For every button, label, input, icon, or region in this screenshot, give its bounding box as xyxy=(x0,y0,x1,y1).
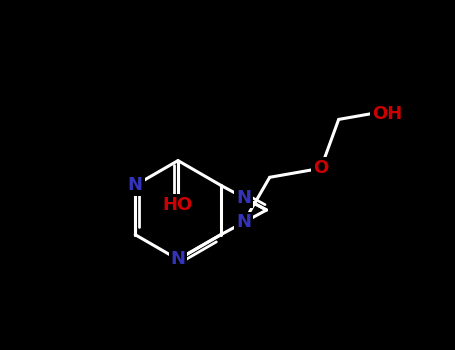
Text: N: N xyxy=(171,250,186,268)
Text: OH: OH xyxy=(372,105,402,122)
Text: O: O xyxy=(313,159,329,177)
Text: N: N xyxy=(128,176,143,194)
Text: HO: HO xyxy=(163,196,193,214)
Text: N: N xyxy=(236,214,251,231)
Text: N: N xyxy=(236,189,251,206)
